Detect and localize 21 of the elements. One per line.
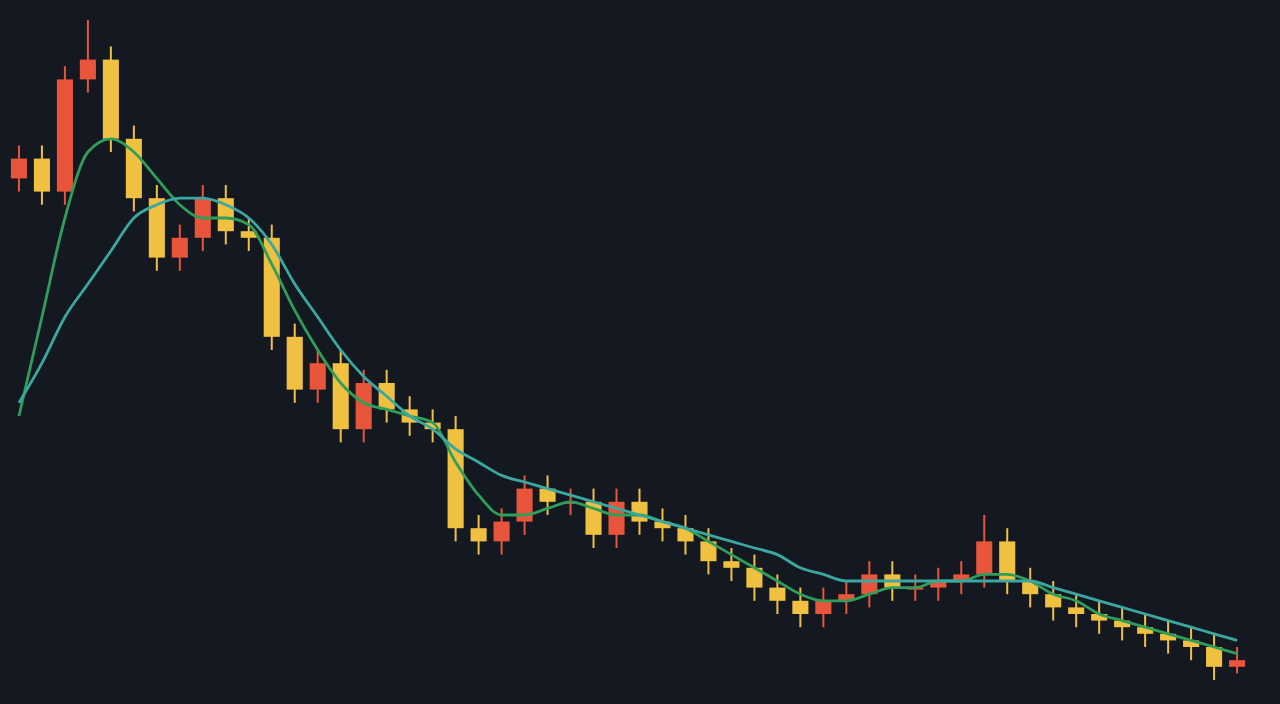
candlestick (516, 474, 533, 536)
candlestick (1068, 593, 1085, 629)
candlestick (355, 368, 372, 444)
candlestick (746, 553, 763, 602)
candlestick (976, 514, 993, 589)
candlestick (769, 573, 786, 615)
candlestick (240, 217, 257, 252)
candlestick (33, 144, 50, 206)
candlestick (1206, 632, 1223, 681)
candlestick (1229, 646, 1246, 675)
candlestick (723, 547, 740, 582)
candlestick (815, 586, 832, 629)
candlestick (10, 144, 27, 193)
candlestick (79, 19, 96, 94)
candlestick (700, 527, 717, 576)
candlestick (171, 223, 188, 272)
candlestick (470, 514, 487, 556)
candlestick (493, 507, 510, 556)
candlestick (999, 527, 1016, 596)
candlestick (309, 349, 326, 404)
candlestick (792, 586, 809, 629)
